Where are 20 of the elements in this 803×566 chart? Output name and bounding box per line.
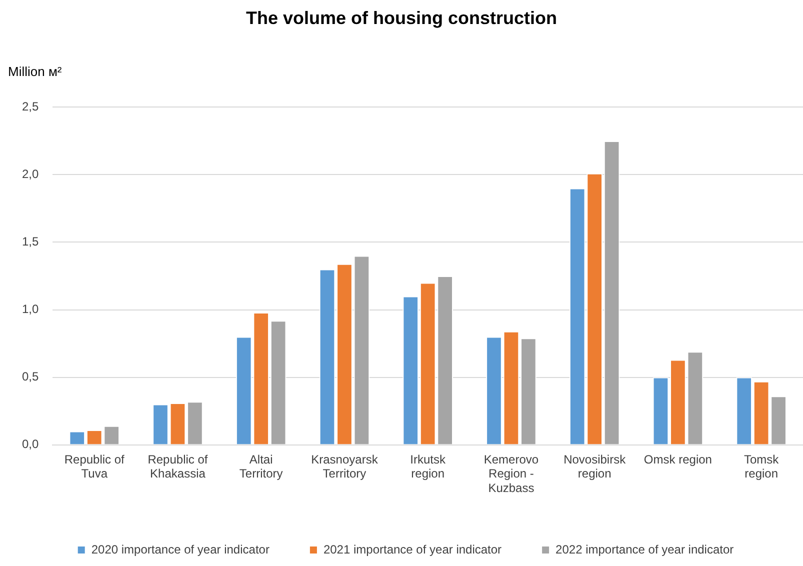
x-tick-label: Irkutsk region <box>410 452 447 481</box>
x-tick-label: Kemerovo Region - Kuzbass <box>484 452 539 496</box>
legend-label: 2022 importance of year indicator <box>556 542 734 556</box>
y-axis-title: Million м² <box>8 64 62 79</box>
x-tick-label: Omsk region <box>644 452 712 466</box>
y-tick-label: 1,5 <box>22 234 39 249</box>
y-tick-label: 2,5 <box>22 100 39 114</box>
legend-label: 2021 importance of year indicator <box>323 542 502 556</box>
x-tick-label: Republic of Khakassia <box>148 452 208 481</box>
x-tick-label: Novosibirsk region <box>564 452 627 481</box>
y-tick-label: 0,5 <box>22 370 39 384</box>
y-tick-label: 0,0 <box>22 437 39 452</box>
y-tick-label: 1,0 <box>22 302 39 316</box>
x-tick-label: Tomsk region <box>744 452 780 481</box>
y-tick-label: 2,0 <box>22 167 39 182</box>
x-tick-label: Republic of Tuva <box>64 452 126 481</box>
chart-title: The volume of housing construction <box>244 8 558 29</box>
legend-label: 2020 importance of year indicator <box>91 542 270 556</box>
x-tick-label: Krasnoyarsk Territory <box>311 452 379 481</box>
x-tick-label: Altai Territory <box>239 452 283 481</box>
